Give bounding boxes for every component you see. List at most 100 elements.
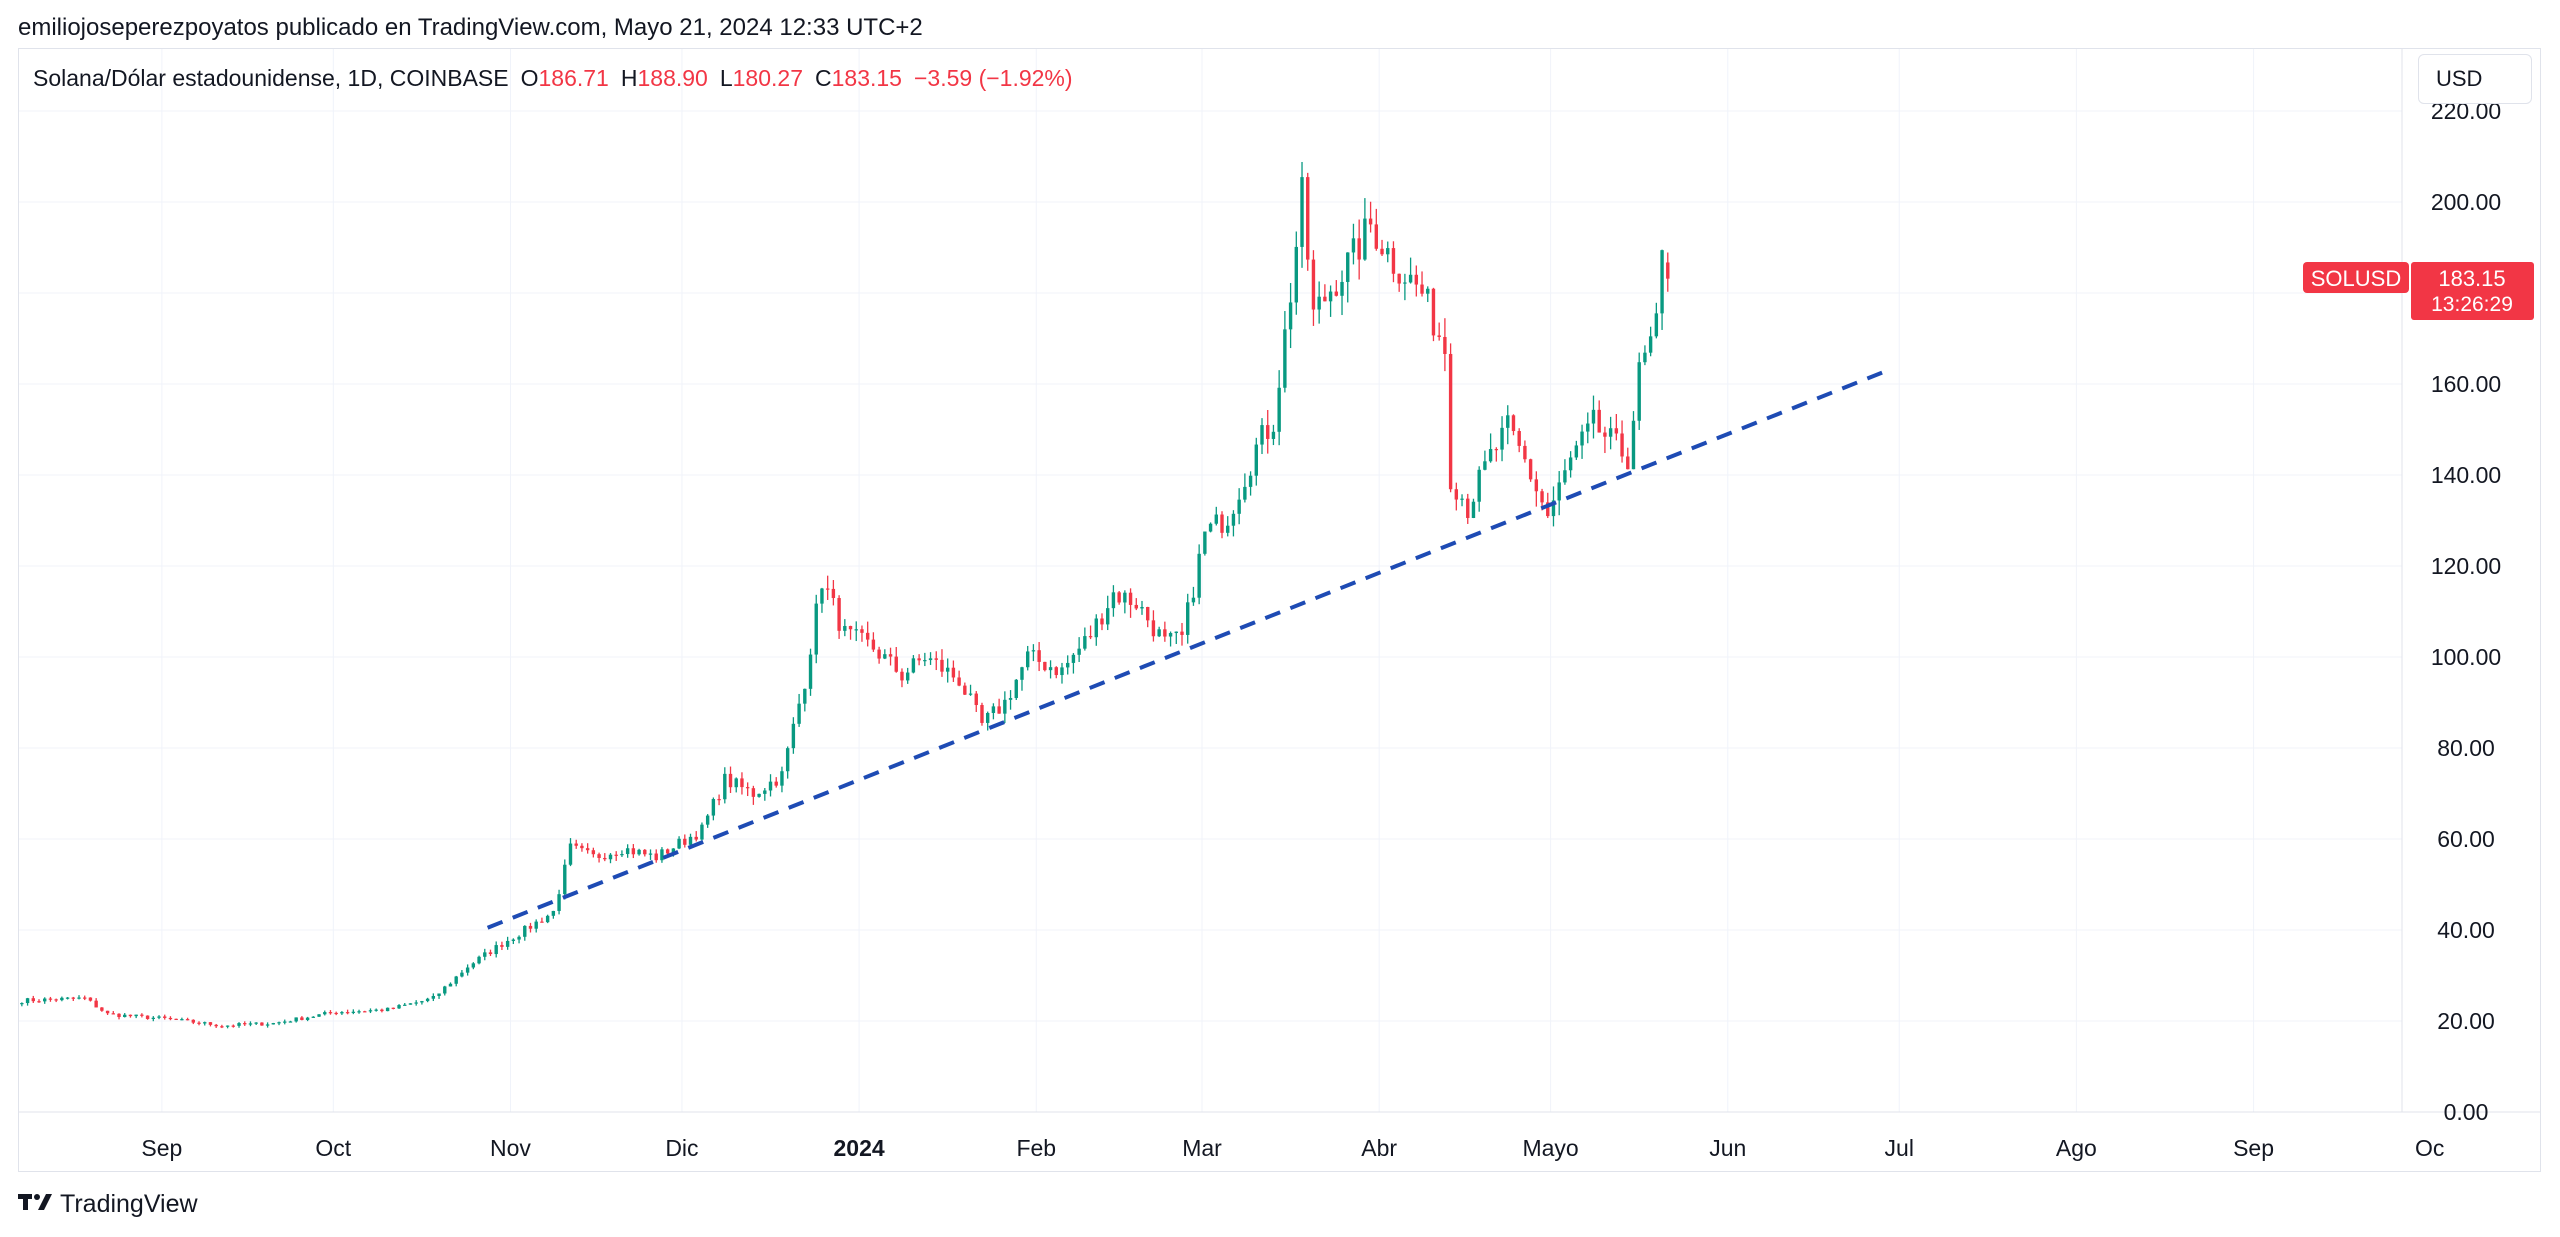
candle-body	[1031, 650, 1036, 652]
time-tick-label: Dic	[665, 1135, 698, 1161]
candle-body	[757, 793, 761, 797]
tradingview-brand: TradingView	[60, 1190, 198, 1218]
candle-body	[763, 790, 767, 794]
candle-body	[877, 649, 881, 659]
price-tick-label: 120.00	[2431, 553, 2501, 579]
candle-body	[140, 1014, 144, 1016]
legend-low-label: L	[719, 65, 733, 91]
legend-change-value: −3.59 (−1.92%)	[913, 65, 1073, 91]
candle-body	[145, 1015, 150, 1019]
legend-open-value: 186.71	[538, 65, 609, 91]
candle-body	[745, 787, 750, 789]
time-tick-label: Ago	[2056, 1135, 2097, 1161]
candle-body	[1157, 629, 1161, 637]
candle-body	[214, 1024, 218, 1027]
candle-body	[1203, 531, 1207, 554]
candle-body	[1328, 291, 1333, 302]
candle-body	[534, 921, 538, 929]
candle-body	[597, 854, 601, 858]
candle-body	[105, 1010, 110, 1014]
candle-body	[203, 1022, 207, 1024]
candle-body	[683, 838, 687, 845]
candle-body	[1528, 459, 1533, 480]
candle-body	[283, 1021, 287, 1023]
currency-button-label: USD	[2436, 66, 2483, 91]
candle-body	[128, 1014, 133, 1017]
candle-body	[791, 723, 796, 749]
candle-body	[768, 781, 773, 791]
candle-body	[345, 1012, 350, 1014]
candle-body	[1443, 336, 1447, 354]
candle-body	[1037, 650, 1041, 662]
grid-lines	[19, 49, 2402, 1112]
chart-frame	[18, 48, 2541, 1172]
candle-body	[83, 997, 87, 999]
candle-body	[774, 781, 778, 786]
candle-body	[391, 1007, 396, 1009]
candle-body	[751, 788, 756, 797]
symbol-tag-text: SOLUSD	[2311, 266, 2401, 291]
tradingview-logo-icon	[18, 1192, 54, 1217]
candle-body	[637, 849, 641, 855]
candle-body	[717, 799, 721, 801]
candle-body	[454, 976, 458, 984]
candle-body	[311, 1016, 316, 1018]
candle-body	[1288, 302, 1293, 330]
candle-body	[425, 998, 430, 1002]
candle-body	[1025, 651, 1030, 668]
candle-body	[1231, 513, 1236, 526]
candle-body	[1146, 606, 1150, 621]
candle-body	[608, 854, 613, 860]
tradingview-logo[interactable]: TradingView	[18, 1190, 198, 1219]
candle-body	[1397, 273, 1401, 284]
candle-body	[1117, 592, 1121, 603]
candle-body	[825, 588, 830, 590]
candle-body	[77, 997, 81, 999]
currency-button[interactable]: USD	[2418, 54, 2532, 104]
candle-body	[951, 667, 956, 678]
candle-body	[1414, 274, 1419, 285]
candle-body	[385, 1007, 390, 1012]
price-tick-label: 0.00	[2444, 1099, 2489, 1125]
candle-body	[843, 626, 847, 631]
candle-body	[1266, 425, 1270, 439]
time-tick-label: Oc	[2415, 1135, 2444, 1161]
candle-body	[523, 925, 527, 937]
price-tag-value: 183.15	[2438, 266, 2505, 291]
candle-body	[1626, 456, 1630, 470]
candle-body	[243, 1023, 247, 1025]
candle-body	[1500, 427, 1504, 450]
candle-body	[1608, 428, 1613, 437]
candle-body	[505, 940, 510, 947]
price-tick-label: 80.00	[2437, 735, 2495, 761]
ohlc-legend: Solana/Dólar estadounidense, 1D, COINBAS…	[33, 65, 1073, 92]
candle-body	[357, 1011, 361, 1013]
candle-body	[940, 659, 944, 672]
price-tick-label: 200.00	[2431, 189, 2501, 215]
candle-body	[854, 629, 858, 631]
legend-close-value: 183.15	[831, 65, 902, 91]
candle-body	[225, 1025, 230, 1027]
candle-body	[963, 685, 967, 695]
candle-body	[1340, 281, 1344, 296]
candle-body	[71, 997, 75, 999]
candle-body	[1591, 409, 1596, 424]
candle-body	[1014, 679, 1018, 699]
legend-high-value: 188.90	[637, 65, 708, 91]
candle-body	[60, 997, 64, 1001]
time-tick-label: Abr	[1361, 1135, 1397, 1161]
candle-body	[494, 945, 498, 955]
time-tick-label: Jul	[1885, 1135, 1914, 1161]
candle-body	[614, 854, 618, 856]
candle-body	[1546, 502, 1550, 517]
candle-body	[643, 849, 647, 855]
candle-body	[1420, 284, 1424, 294]
candle-body	[1448, 353, 1453, 490]
time-tick-label: Oct	[315, 1135, 351, 1161]
candle-body	[654, 853, 658, 861]
candle-body	[1248, 475, 1253, 487]
candle-body	[1614, 428, 1619, 434]
trendline-layer	[486, 370, 1883, 930]
candle-body	[65, 997, 70, 999]
